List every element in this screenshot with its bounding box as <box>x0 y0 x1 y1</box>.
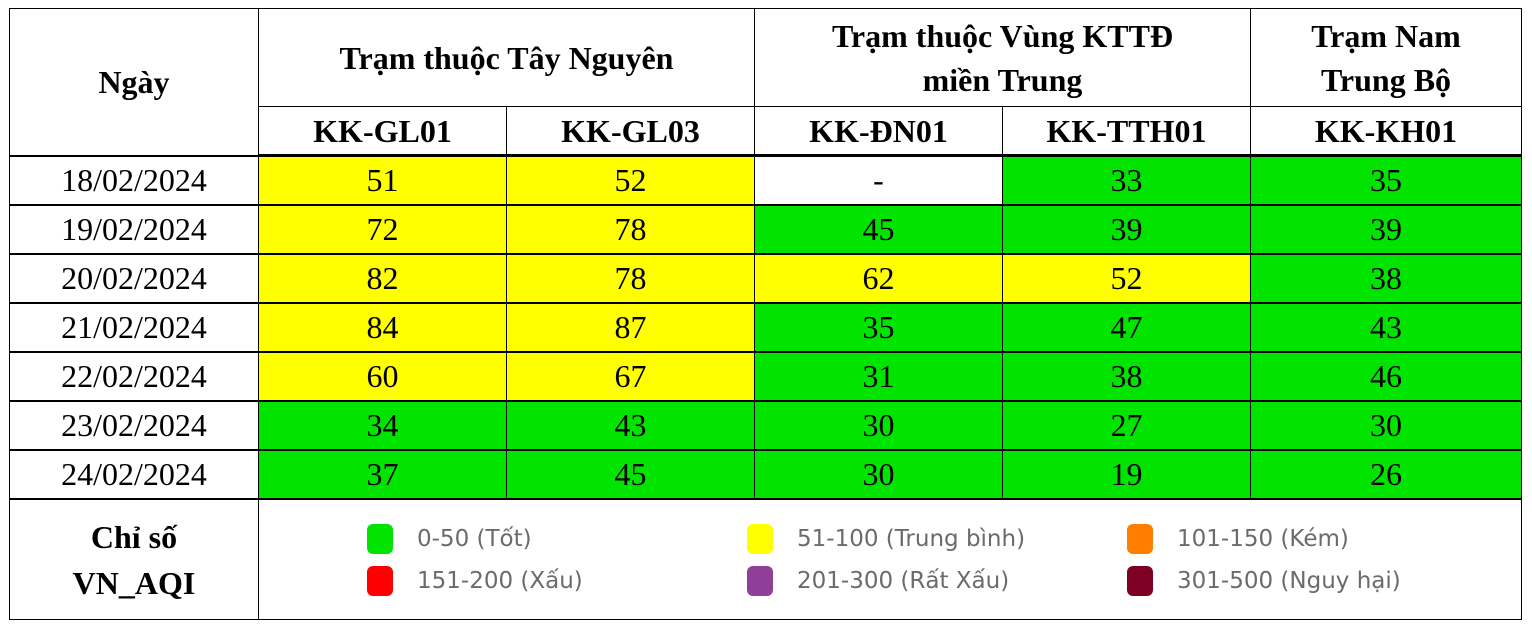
aqi-value-cell: 78 <box>506 253 755 304</box>
group-header-line: Trạm Nam <box>1311 17 1461 54</box>
legend-item: 151-200 (Xấu) <box>367 565 747 597</box>
group-header-line: Trung Bộ <box>1320 61 1452 98</box>
group-header-kttd-mien-trung: Trạm thuộc Vùng KTTĐ miền Trung <box>754 8 1251 107</box>
date-cell: 23/02/2024 <box>9 400 259 451</box>
table-row: 19/02/2024 72 78 45 39 39 <box>9 204 1522 255</box>
group-header-line: miền Trung <box>922 61 1083 98</box>
group-header-line: Trạm thuộc Vùng KTTĐ <box>831 17 1174 54</box>
date-cell: 18/02/2024 <box>9 154 259 206</box>
date-cell: 19/02/2024 <box>9 204 259 255</box>
aqi-value-cell: 35 <box>754 302 1003 353</box>
aqi-value-cell: 38 <box>1002 351 1251 402</box>
aqi-value-cell: 39 <box>1002 204 1251 255</box>
station-header: KK-GL01 <box>258 106 507 157</box>
table-row: 20/02/2024 82 78 62 52 38 <box>9 253 1522 304</box>
date-column-header: Ngày <box>9 8 259 156</box>
legend-label-line: VN_AQI <box>72 564 196 601</box>
aqi-table: Ngày Trạm thuộc Tây Nguyên Trạm thuộc Vù… <box>9 8 1522 620</box>
legend-item: 0-50 (Tốt) <box>367 523 747 555</box>
table-row: 21/02/2024 84 87 35 47 43 <box>9 302 1522 353</box>
color-swatch-icon <box>747 565 773 596</box>
aqi-value-cell: 60 <box>258 351 507 402</box>
aqi-value-cell: 27 <box>1002 400 1251 451</box>
legend-label: Chỉ số VN_AQI <box>9 498 259 620</box>
aqi-value-cell: 30 <box>1250 400 1522 451</box>
table-row: 22/02/2024 60 67 31 38 46 <box>9 351 1522 402</box>
table-body: 18/02/2024 51 52-33 35 19/02/2024 72 78 45 39 39 2… <box>9 154 1522 500</box>
aqi-value-cell: 31 <box>754 351 1003 402</box>
legend-item: 51-100 (Trung bình) <box>747 523 1127 555</box>
aqi-value-cell: 84 <box>258 302 507 353</box>
aqi-value-cell: 34 <box>258 400 507 451</box>
color-swatch-icon <box>747 523 773 554</box>
aqi-value-cell: 46 <box>1250 351 1522 402</box>
station-header: KK-KH01 <box>1250 106 1522 157</box>
date-cell: 21/02/2024 <box>9 302 259 353</box>
legend-label-line: Chỉ số <box>90 518 178 555</box>
group-header-nam-trung-bo: Trạm Nam Trung Bộ <box>1250 8 1522 107</box>
aqi-value-cell: 62 <box>754 253 1003 304</box>
aqi-value-cell: 67 <box>506 351 755 402</box>
color-swatch-icon <box>367 565 393 596</box>
aqi-value-cell: 52 <box>506 154 755 206</box>
aqi-value-cell: 38 <box>1250 253 1522 304</box>
aqi-value-cell: 30 <box>754 400 1003 451</box>
aqi-value-cell: 43 <box>506 400 755 451</box>
legend-cell: 0-50 (Tốt) 51-100 (Trung bình) 101-150 (Ké… <box>258 498 1522 620</box>
legend-item-label: 301-500 (Nguy hại) <box>1177 567 1401 594</box>
group-header-tay-nguyen: Trạm thuộc Tây Nguyên <box>258 8 755 107</box>
aqi-value-cell: 37 <box>258 449 507 500</box>
color-swatch-icon <box>1127 523 1153 554</box>
table-row: 23/02/2024 34 43 30 27 30 <box>9 400 1522 451</box>
header-row-stations: KK-GL01 KK-GL03 KK-ĐN01 KK-TTH01 KK-KH01 <box>10 106 1522 157</box>
legend-item-label: 151-200 (Xấu) <box>417 567 583 594</box>
table-row: 24/02/2024 37 45 30 19 26 <box>9 449 1522 500</box>
aqi-value-cell: 78 <box>506 204 755 255</box>
header-row-groups: Ngày Trạm thuộc Tây Nguyên Trạm thuộc Vù… <box>9 8 1522 156</box>
legend-item-label: 51-100 (Trung bình) <box>797 525 1026 552</box>
legend-row: Chỉ số VN_AQI 0-50 (Tốt) 51-100 (Trung bì… <box>9 498 1522 620</box>
aqi-value-cell: 39 <box>1250 204 1522 255</box>
aqi-value-cell: 33 <box>1002 154 1251 206</box>
aqi-value-cell: 43 <box>1250 302 1522 353</box>
aqi-value-cell: 52 <box>1002 253 1251 304</box>
color-swatch-icon <box>1127 565 1153 596</box>
aqi-value-cell: 45 <box>506 449 755 500</box>
aqi-value-cell: 19 <box>1002 449 1251 500</box>
legend-item: 201-300 (Rất Xấu) <box>747 565 1127 597</box>
date-cell: 24/02/2024 <box>9 449 259 500</box>
aqi-value-cell: 72 <box>258 204 507 255</box>
station-header: KK-GL03 <box>506 106 755 157</box>
aqi-value-cell: 82 <box>258 253 507 304</box>
aqi-value-cell: 87 <box>506 302 755 353</box>
aqi-value-cell: 45 <box>754 204 1003 255</box>
aqi-value-cell: 47 <box>1002 302 1251 353</box>
aqi-value-cell: 26 <box>1250 449 1522 500</box>
station-header: KK-TTH01 <box>1002 106 1251 157</box>
legend-item-label: 201-300 (Rất Xấu) <box>797 567 1010 594</box>
legend-item-label: 0-50 (Tốt) <box>417 525 532 552</box>
aqi-value-cell: 35 <box>1250 154 1522 206</box>
date-cell: 20/02/2024 <box>9 253 259 304</box>
aqi-value-cell: 30 <box>754 449 1003 500</box>
legend-item: 301-500 (Nguy hại) <box>1127 565 1507 597</box>
aqi-value-cell: 51 <box>258 154 507 206</box>
legend-item: 101-150 (Kém) <box>1127 523 1507 555</box>
station-header: KK-ĐN01 <box>754 106 1003 157</box>
color-swatch-icon <box>367 523 393 554</box>
legend-item-label: 101-150 (Kém) <box>1177 525 1349 552</box>
date-cell: 22/02/2024 <box>9 351 259 402</box>
aqi-legend: 0-50 (Tốt) 51-100 (Trung bình) 101-150 (Ké… <box>259 523 1521 597</box>
table-row: 18/02/2024 51 52-33 35 <box>9 154 1522 206</box>
aqi-value-cell: - <box>754 154 1003 206</box>
